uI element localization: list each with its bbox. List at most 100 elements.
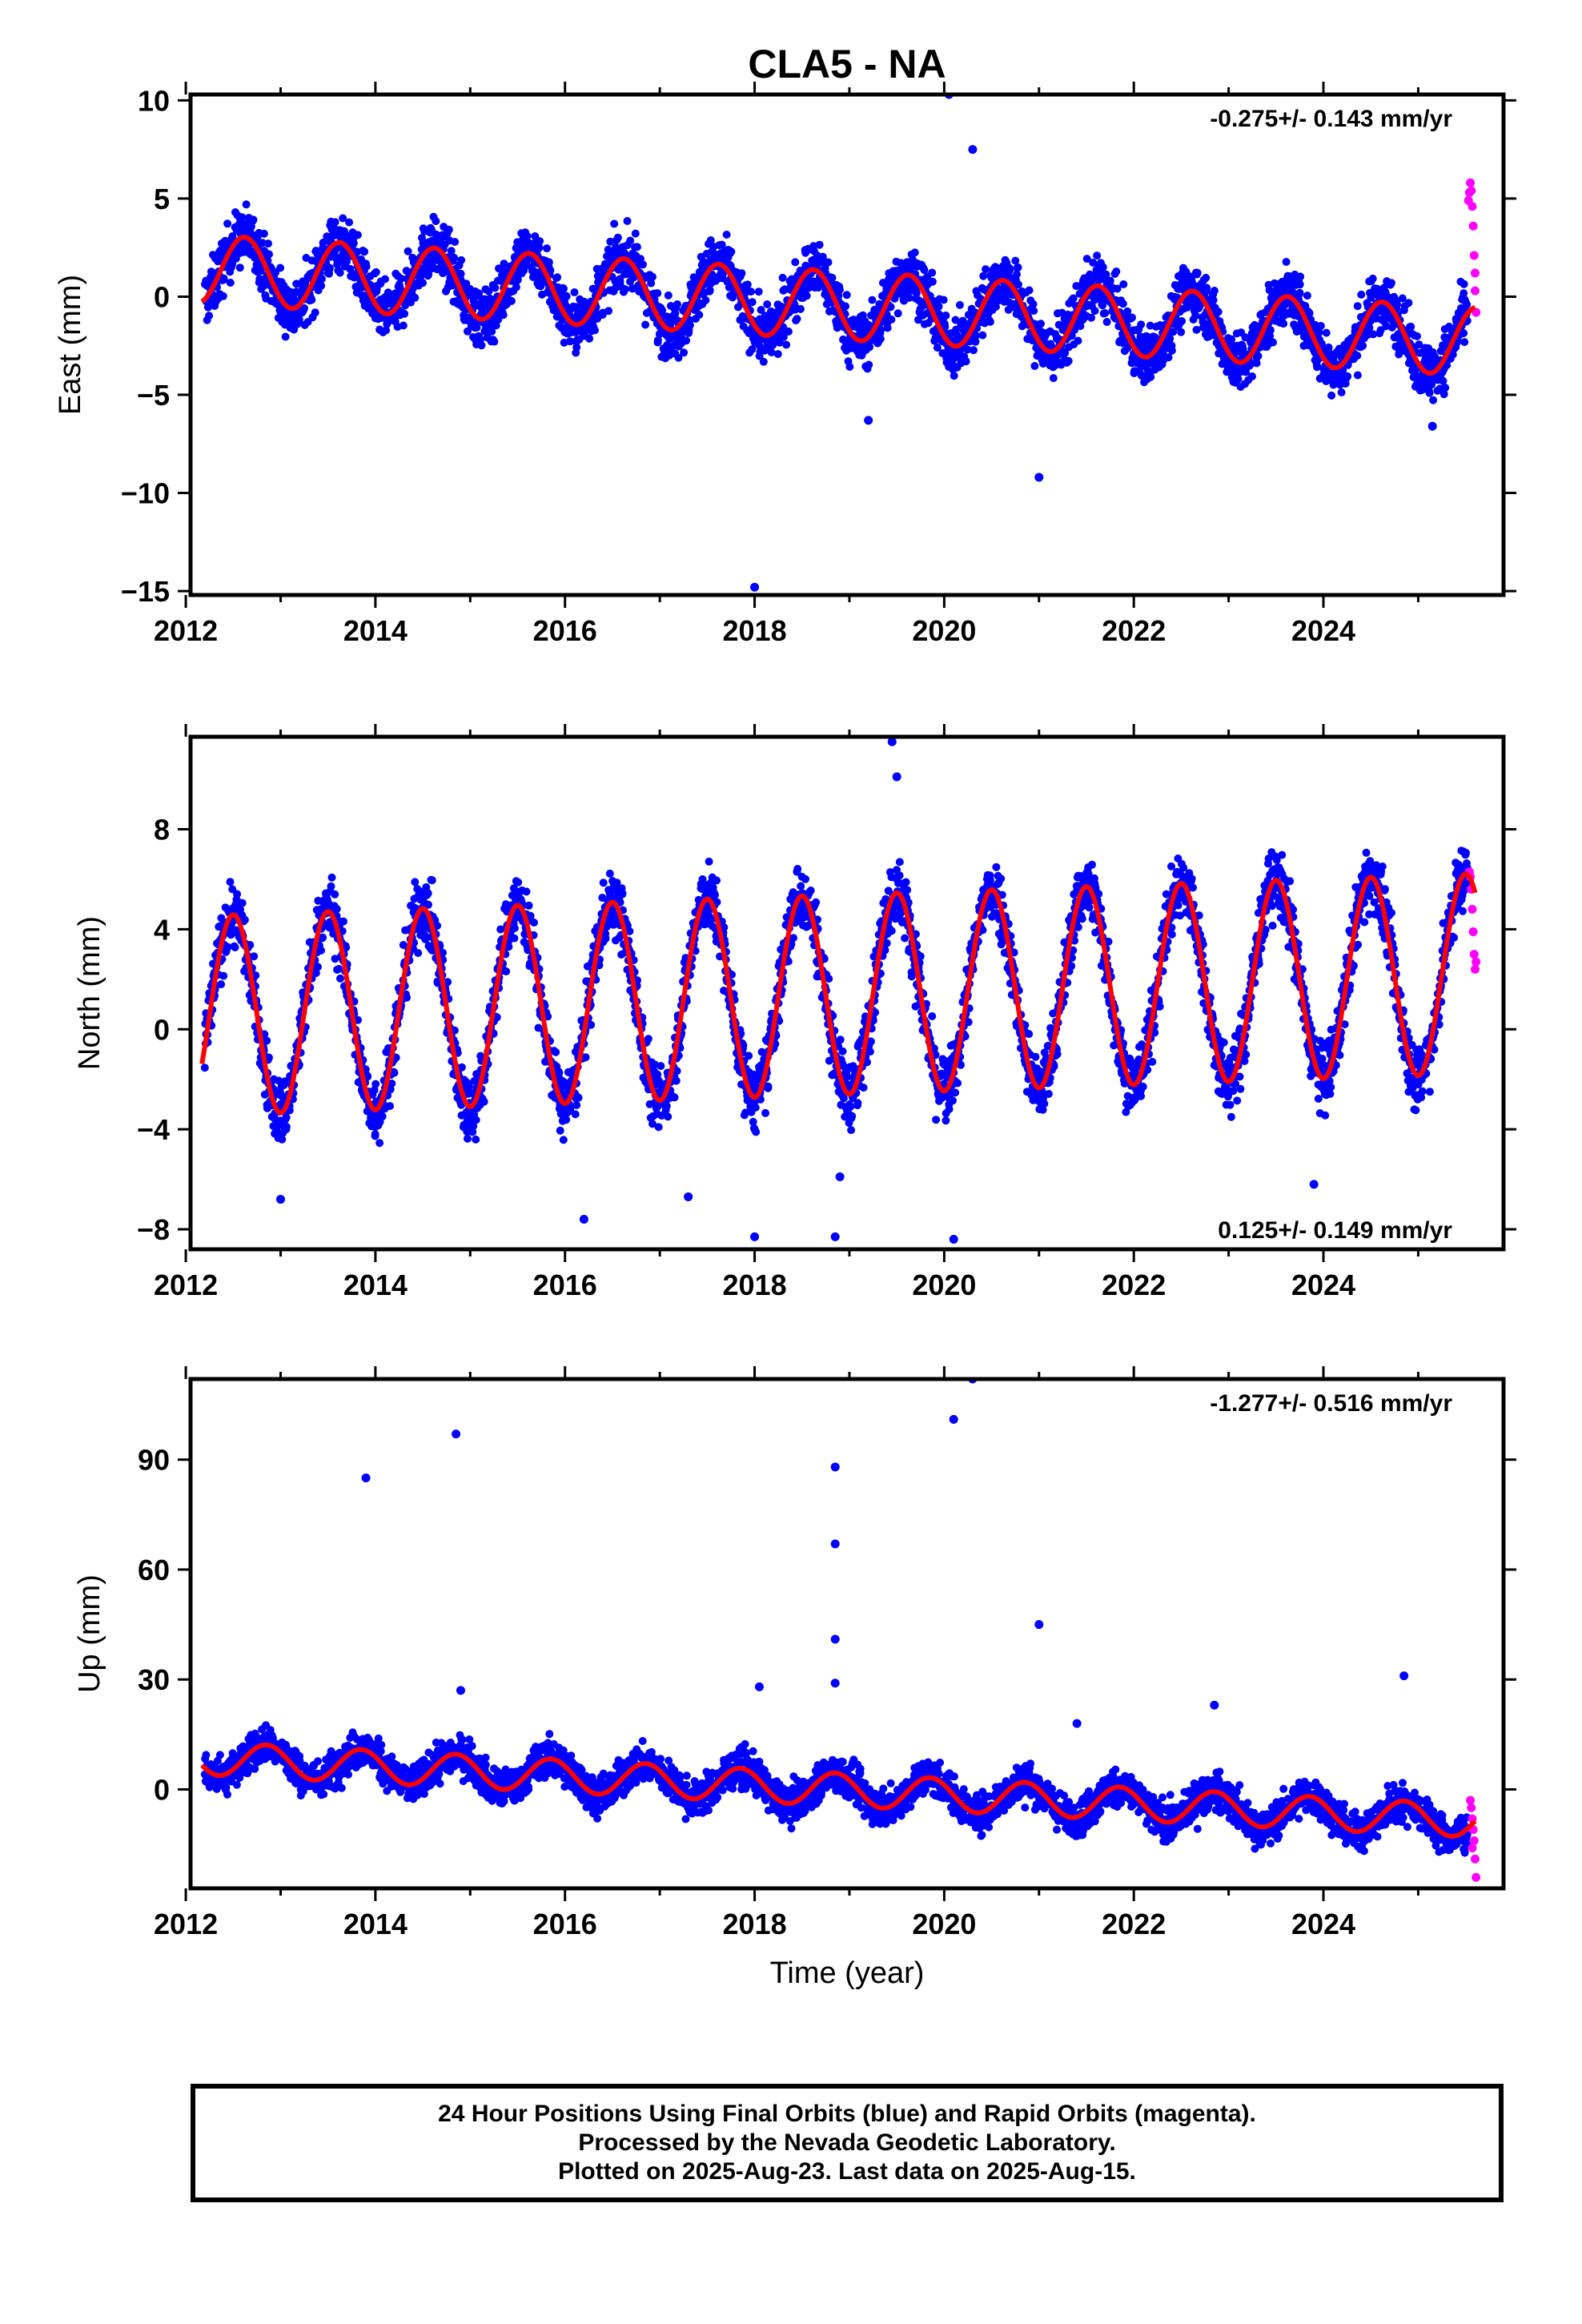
final-orbit-point [226, 279, 235, 287]
final-orbit-point [1064, 356, 1073, 365]
final-orbit-point [327, 882, 335, 891]
final-orbit-point [1191, 311, 1200, 320]
final-orbit-point [601, 934, 610, 943]
final-orbit-point [876, 335, 885, 344]
final-orbit-point [378, 1112, 387, 1121]
final-orbit-point [951, 316, 960, 324]
final-orbit-point [307, 296, 316, 304]
final-orbit-point [950, 372, 958, 380]
final-orbit-point [484, 287, 493, 296]
final-orbit-point [217, 980, 226, 989]
final-orbit-point [754, 287, 763, 296]
final-orbit-point [265, 250, 273, 259]
final-orbit-point [1439, 376, 1447, 385]
final-orbit-point [463, 1128, 472, 1136]
final-orbit-point [757, 306, 765, 314]
final-orbit-point [249, 215, 258, 224]
final-orbit-point [480, 1097, 488, 1106]
final-orbit-point [544, 258, 553, 267]
final-orbit-point [226, 878, 235, 887]
final-orbit-point [970, 346, 978, 355]
final-orbit-point [1460, 289, 1468, 298]
final-orbit-point [618, 889, 627, 898]
final-orbit-point [1236, 368, 1244, 376]
final-orbit-point [1337, 388, 1346, 396]
final-orbit-point [644, 1035, 652, 1043]
final-orbit-point [490, 337, 499, 346]
y-tick-label: −5 [137, 379, 170, 412]
final-orbit-point [404, 247, 412, 255]
final-orbit-point [494, 316, 503, 324]
final-orbit-point [868, 296, 877, 304]
final-orbit-point [546, 266, 555, 275]
final-orbit-point [472, 1116, 480, 1124]
final-orbit-point [447, 247, 456, 255]
final-orbit-point [566, 337, 575, 346]
panels-container: 2012 2014 2016 2018 2020 2022 20241050−5−10−15… [54, 82, 1516, 1990]
x-tick-label: 2018 [723, 614, 787, 647]
final-orbit-point [510, 924, 519, 932]
final-orbit-point [747, 287, 755, 296]
final-orbit-point [842, 291, 851, 300]
final-orbit-point [282, 1123, 291, 1131]
final-orbit-point [282, 1113, 291, 1122]
final-orbit-outlier-point [968, 145, 978, 155]
rapid-orbit-point [1464, 195, 1473, 205]
final-orbit-point [362, 262, 371, 271]
final-orbit-point [705, 286, 714, 295]
final-orbit-point [1387, 279, 1395, 287]
final-orbit-point [1029, 300, 1038, 308]
final-orbit-point [345, 218, 354, 227]
final-orbit-point [1192, 325, 1201, 334]
final-orbit-point [1248, 372, 1256, 380]
final-orbit-point [411, 878, 420, 887]
final-orbit-point [1327, 391, 1336, 400]
final-orbit-point [536, 237, 544, 246]
final-orbit-point [572, 1101, 581, 1109]
final-orbit-point [620, 285, 629, 294]
final-orbit-point [238, 213, 247, 222]
x-tick-label: 2024 [1291, 614, 1355, 647]
final-orbit-point [1076, 322, 1085, 331]
final-orbit-point [1296, 272, 1305, 281]
final-orbit-point [450, 253, 458, 262]
final-orbit-point [1393, 300, 1401, 309]
final-orbit-point [653, 289, 662, 298]
final-orbit-outlier-point [864, 416, 873, 425]
y-tick-label: 0 [154, 280, 170, 313]
final-orbit-point [978, 331, 987, 340]
final-orbit-point [1209, 296, 1218, 304]
final-orbit-point [204, 303, 212, 312]
final-orbit-point [941, 323, 950, 332]
final-orbit-point [271, 268, 279, 277]
final-orbit-point [457, 1063, 466, 1072]
final-orbit-point [343, 257, 351, 266]
final-orbit-point [648, 1120, 656, 1128]
final-orbit-point [259, 229, 268, 238]
final-orbit-point [824, 258, 833, 267]
final-orbit-point [265, 1053, 273, 1062]
final-orbit-point [331, 218, 339, 227]
final-orbit-point [1266, 326, 1275, 335]
final-orbit-point [835, 285, 844, 294]
final-orbit-point [920, 266, 929, 275]
final-orbit-point [648, 272, 656, 281]
final-orbit-point [477, 341, 486, 350]
figure-title: CLA5 - NA [748, 42, 946, 86]
final-orbit-point [1102, 318, 1111, 326]
final-orbit-point [233, 890, 242, 899]
final-orbit-point [833, 324, 841, 332]
final-orbit-point [599, 879, 608, 887]
final-orbit-point [223, 943, 232, 951]
final-orbit-point [1295, 288, 1304, 297]
final-orbit-point [1398, 294, 1407, 303]
final-orbit-point [905, 293, 913, 302]
final-orbit-point [680, 348, 689, 357]
final-orbit-point [433, 922, 442, 930]
final-orbit-point [317, 946, 325, 955]
final-orbit-point [1074, 336, 1082, 345]
final-orbit-point [656, 1062, 665, 1071]
final-orbit-point [887, 316, 896, 324]
final-orbit-point [424, 270, 433, 279]
